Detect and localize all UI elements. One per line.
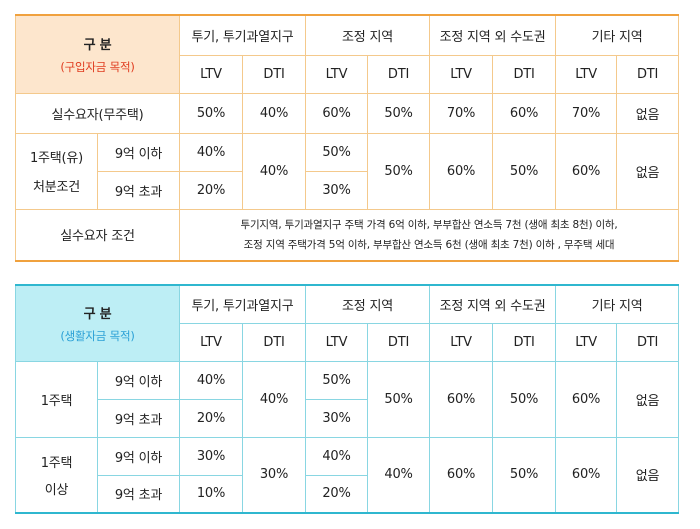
table2-region-adjusted: 조정 지역 — [305, 284, 431, 324]
condition-line: 투기지역, 투기과열지구 주택 가격 6억 이하, 부부합산 연소득 7천 (생… — [240, 218, 618, 231]
table-cell: 50% — [305, 132, 369, 172]
table1-ltv-header: LTV — [179, 54, 243, 94]
table-cell: 40% — [241, 132, 307, 210]
condition-text: 투기지역, 투기과열지구 주택 가격 6억 이하, 부부합산 연소득 7천 (생… — [178, 208, 680, 262]
table-row: 9억 초과 20% 30% — [16, 398, 679, 438]
table-cell: 60% — [492, 92, 557, 134]
purchase-fund-table: 구 분 (구입자금 목적) 투기, 투기과열지구 조정 지역 조정 지역 외 수… — [15, 14, 680, 262]
row-label-actual-demand: 실수요자(무주택) — [15, 92, 180, 134]
table2-ltv-header: LTV — [305, 322, 369, 362]
sub-label: 9억 초과 — [97, 170, 180, 210]
table2-ltv-header: LTV — [429, 322, 494, 362]
row-label-condition: 실수요자 조건 — [15, 208, 180, 262]
row-label-line: 1주택 — [40, 393, 73, 409]
sub-label: 9억 이하 — [97, 360, 180, 400]
table1-region-adjusted: 조정 지역 — [305, 14, 431, 56]
table-cell: 없음 — [616, 436, 680, 514]
table1-dti-header: DTI — [492, 54, 557, 94]
table-cell: 60% — [555, 360, 618, 438]
table2-region-other: 기타 지역 — [555, 284, 680, 324]
table-cell: 30% — [179, 436, 243, 476]
table2-corner-subtitle: (생활자금 목적) — [60, 328, 135, 343]
table-cell: 60% — [429, 360, 494, 438]
table2-dti-header: DTI — [241, 322, 307, 362]
table1-region-other: 기타 지역 — [555, 14, 680, 56]
table-cell: 50% — [305, 360, 369, 400]
table1-corner-header: 구 분 (구입자금 목적) — [15, 14, 180, 94]
table-row: 1주택 9억 이하 40% 40% 50% 50% 60% 50% 60% 없음 — [15, 360, 680, 438]
table1-corner-title: 구 분 — [83, 37, 112, 53]
table-cell: 60% — [429, 132, 494, 210]
table2-dti-header: DTI — [616, 322, 680, 362]
sub-label: 9억 초과 — [97, 398, 180, 438]
table-row: 9억 초과 10% 20% — [16, 474, 679, 514]
table2-region-speculative: 투기, 투기과열지구 — [178, 284, 307, 324]
table-cell: 없음 — [616, 92, 680, 134]
row-label-line: 1주택(유) — [29, 151, 84, 166]
row-label-line: 이상 — [44, 482, 69, 498]
table-row: 1주택 이상 9억 이하 30% 30% 40% 40% 60% 50% 60%… — [15, 436, 680, 514]
table-cell: 50% — [367, 92, 431, 134]
table-cell: 40% — [305, 436, 369, 476]
table2-dti-header: DTI — [492, 322, 557, 362]
table-cell: 없음 — [616, 360, 680, 438]
table-cell: 40% — [179, 360, 243, 400]
table-cell: 60% — [305, 92, 369, 134]
table-cell: 50% — [367, 360, 431, 438]
table1-region-metro: 조정 지역 외 수도권 — [429, 14, 557, 56]
table-cell: 60% — [555, 132, 618, 210]
table1-dti-header: DTI — [367, 54, 431, 94]
table2-region-metro: 조정 지역 외 수도권 — [429, 284, 557, 324]
table-cell: 50% — [492, 360, 557, 438]
table1-corner-subtitle: (구입자금 목적) — [60, 59, 135, 74]
sub-label: 9억 이하 — [97, 436, 180, 476]
condition-line: 조정 지역 주택가격 5억 이하, 부부합산 연소득 6천 (생애 최초 7천)… — [243, 238, 615, 251]
table2-corner-header: 구 분 (생활자금 목적) — [15, 284, 180, 362]
table-row: 실수요자 조건 투기지역, 투기과열지구 주택 가격 6억 이하, 부부합산 연… — [15, 208, 680, 262]
table1-ltv-header: LTV — [305, 54, 369, 94]
table2-corner-title: 구 분 — [83, 306, 112, 322]
table-cell: 20% — [305, 474, 369, 514]
table-cell: 10% — [179, 474, 243, 514]
table-cell: 30% — [305, 398, 369, 438]
table-cell: 40% — [241, 92, 307, 134]
table-row: 9억 초과 20% 30% — [16, 170, 679, 210]
table1-dti-header: DTI — [616, 54, 680, 94]
table-cell: 70% — [555, 92, 618, 134]
table-cell: 60% — [429, 436, 494, 514]
row-label-line: 1주택 — [40, 455, 73, 471]
row-label-line: 처분조건 — [32, 180, 81, 195]
table1-ltv-header: LTV — [429, 54, 494, 94]
table-cell: 50% — [492, 436, 557, 514]
table-cell: 50% — [367, 132, 431, 210]
table2-ltv-header: LTV — [179, 322, 243, 362]
table1-region-speculative: 투기, 투기과열지구 — [178, 14, 307, 56]
table-cell: 20% — [179, 398, 243, 438]
table-row: 실수요자(무주택) 50% 40% 60% 50% 70% 60% 70% 없음 — [15, 92, 680, 134]
table-cell: 30% — [305, 170, 369, 210]
living-fund-table: 구 분 (생활자금 목적) 투기, 투기과열지구 조정 지역 조정 지역 외 수… — [15, 284, 680, 514]
table1-ltv-header: LTV — [555, 54, 618, 94]
table2-dti-header: DTI — [367, 322, 431, 362]
row-label-one-house: 1주택 — [15, 360, 98, 438]
table-cell: 30% — [241, 436, 307, 514]
row-label-multi-house: 1주택 이상 — [15, 436, 98, 514]
table-cell: 없음 — [616, 132, 680, 210]
table-cell: 40% — [179, 132, 243, 172]
table-cell: 40% — [367, 436, 431, 514]
sub-label: 9억 이하 — [97, 132, 180, 172]
table-cell: 20% — [179, 170, 243, 210]
table-cell: 40% — [241, 360, 307, 438]
table2-ltv-header: LTV — [555, 322, 618, 362]
table-row: 1주택(유) 처분조건 9억 이하 40% 40% 50% 50% 60% 50… — [15, 132, 680, 210]
row-label-one-house: 1주택(유) 처분조건 — [15, 132, 98, 210]
sub-label: 9억 초과 — [97, 474, 180, 514]
table-cell: 60% — [555, 436, 618, 514]
table-cell: 50% — [179, 92, 243, 134]
table1-dti-header: DTI — [241, 54, 307, 94]
table-cell: 50% — [492, 132, 557, 210]
table-cell: 70% — [429, 92, 494, 134]
